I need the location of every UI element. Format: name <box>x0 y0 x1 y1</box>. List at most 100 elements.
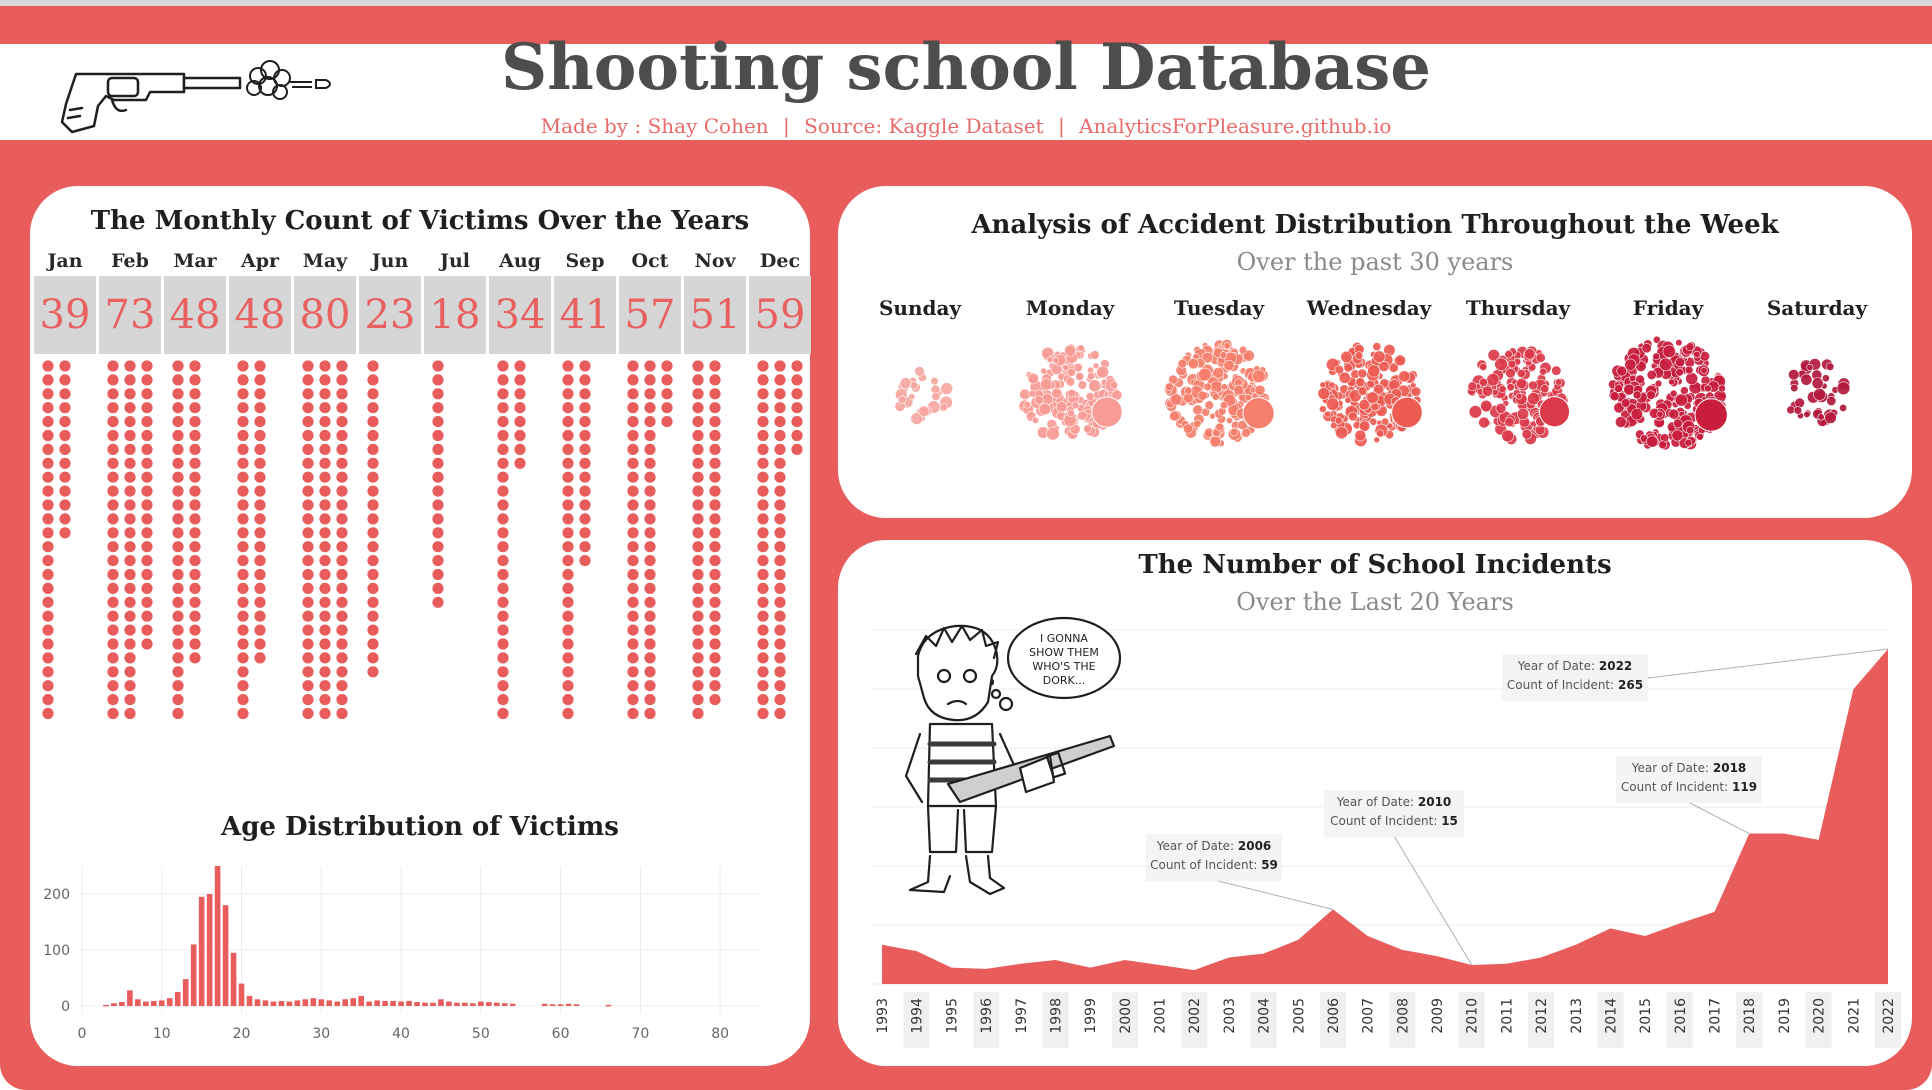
victim-dot <box>59 374 71 386</box>
victim-dot <box>692 610 704 622</box>
victim-dot <box>562 707 574 720</box>
victim-dot <box>497 513 509 525</box>
victim-dot <box>709 568 721 581</box>
victim-dot <box>172 568 184 581</box>
age-bar <box>206 894 213 1006</box>
victim-dot <box>42 443 54 455</box>
victim-dot <box>189 624 201 636</box>
victim-dot <box>791 416 803 428</box>
year-tick-label: 2019 <box>1777 998 1793 1034</box>
victim-dot <box>124 541 136 553</box>
victim-dot <box>774 652 786 664</box>
victim-dot <box>237 610 249 622</box>
victim-dot <box>709 429 721 442</box>
accident-bubble <box>1197 390 1208 401</box>
annotation-value: 2006 <box>1237 839 1272 853</box>
victim-dot <box>189 471 201 483</box>
accident-bubble <box>1334 365 1344 375</box>
victim-dot <box>237 443 249 455</box>
victim-dot <box>709 485 721 497</box>
accident-bubble <box>908 393 916 401</box>
victim-dot <box>107 429 119 442</box>
victim-dot <box>237 527 249 539</box>
victim-dot <box>319 402 331 414</box>
accident-bubble <box>1187 358 1200 370</box>
year-band <box>903 992 930 1048</box>
accident-bubble <box>1515 392 1523 400</box>
victim-dot <box>709 443 721 455</box>
age-bar <box>549 1004 556 1006</box>
month-label: Sep <box>565 250 605 272</box>
victim-dot <box>367 666 379 678</box>
accident-bubble <box>1326 397 1340 411</box>
accident-bubble <box>1219 351 1228 359</box>
victim-dot <box>189 388 201 400</box>
accident-bubble <box>914 366 925 377</box>
victim-dot <box>627 457 639 469</box>
victim-dot <box>432 555 444 567</box>
victim-dot <box>497 416 509 428</box>
victim-dot <box>172 513 184 525</box>
age-bar <box>486 1002 492 1006</box>
accident-bubble <box>1811 377 1824 390</box>
victim-dot <box>774 416 786 428</box>
accident-bubble <box>1495 402 1507 414</box>
annotation-2022: Year of Date: 2022 Count of Incident: 26… <box>1502 654 1648 701</box>
year-band <box>1597 992 1624 1048</box>
victim-dot <box>336 555 348 567</box>
victim-dot <box>302 471 314 483</box>
victim-dot <box>302 707 314 720</box>
victim-dot <box>514 360 526 372</box>
accident-bubble <box>1340 350 1353 363</box>
victim-dot <box>774 582 786 594</box>
victim-dot <box>644 638 656 650</box>
site-link[interactable]: AnalyticsForPleasure.github.io <box>1079 114 1392 138</box>
accident-bubble <box>1675 393 1688 407</box>
victim-dot <box>336 707 348 720</box>
accident-bubble <box>1223 359 1235 371</box>
victim-dot <box>774 499 786 511</box>
accident-bubble <box>1338 371 1351 384</box>
accident-bubble <box>1319 405 1327 413</box>
year-tick-label: 1994 <box>910 998 926 1034</box>
victim-dot <box>791 443 803 455</box>
week-chart-title: Analysis of Accident Distribution Throug… <box>971 210 1779 240</box>
victim-dot <box>774 555 786 567</box>
accident-bubble <box>1324 410 1332 418</box>
age-bar <box>246 995 253 1006</box>
victim-dot <box>562 568 574 581</box>
victim-dot <box>237 471 249 483</box>
accident-bubble <box>1656 410 1664 418</box>
victim-dot <box>319 374 331 386</box>
victim-dot <box>319 388 331 400</box>
year-tick-label: 2016 <box>1673 998 1689 1034</box>
victim-dot <box>302 610 314 622</box>
victim-dot <box>172 582 184 594</box>
victim-dot <box>302 680 314 692</box>
victim-dot <box>627 443 639 455</box>
victim-dot <box>237 582 249 594</box>
victim-dot <box>172 527 184 539</box>
victim-dot <box>237 541 249 553</box>
year-tick-label: 2018 <box>1742 998 1758 1034</box>
victim-dot <box>172 457 184 469</box>
month-label: Aug <box>499 250 541 272</box>
victim-dot <box>124 707 136 720</box>
victim-dot <box>319 541 331 553</box>
source-text: Source: Kaggle Dataset <box>804 114 1044 138</box>
x-tick-label: 70 <box>631 1026 649 1042</box>
accident-bubble <box>1085 391 1095 401</box>
age-bar <box>318 999 325 1006</box>
accident-bubble <box>1613 402 1625 414</box>
year-tick-label: 2001 <box>1153 998 1169 1034</box>
victim-dot <box>757 596 769 608</box>
accident-bubble <box>1652 335 1661 344</box>
victim-dot <box>237 707 249 720</box>
victim-dot <box>791 429 803 442</box>
victim-dot <box>644 541 656 553</box>
victim-dot <box>124 388 136 400</box>
accident-bubble <box>1410 386 1422 397</box>
year-band <box>1111 992 1138 1048</box>
victim-dot <box>107 541 119 553</box>
accident-bubble <box>1658 440 1667 450</box>
